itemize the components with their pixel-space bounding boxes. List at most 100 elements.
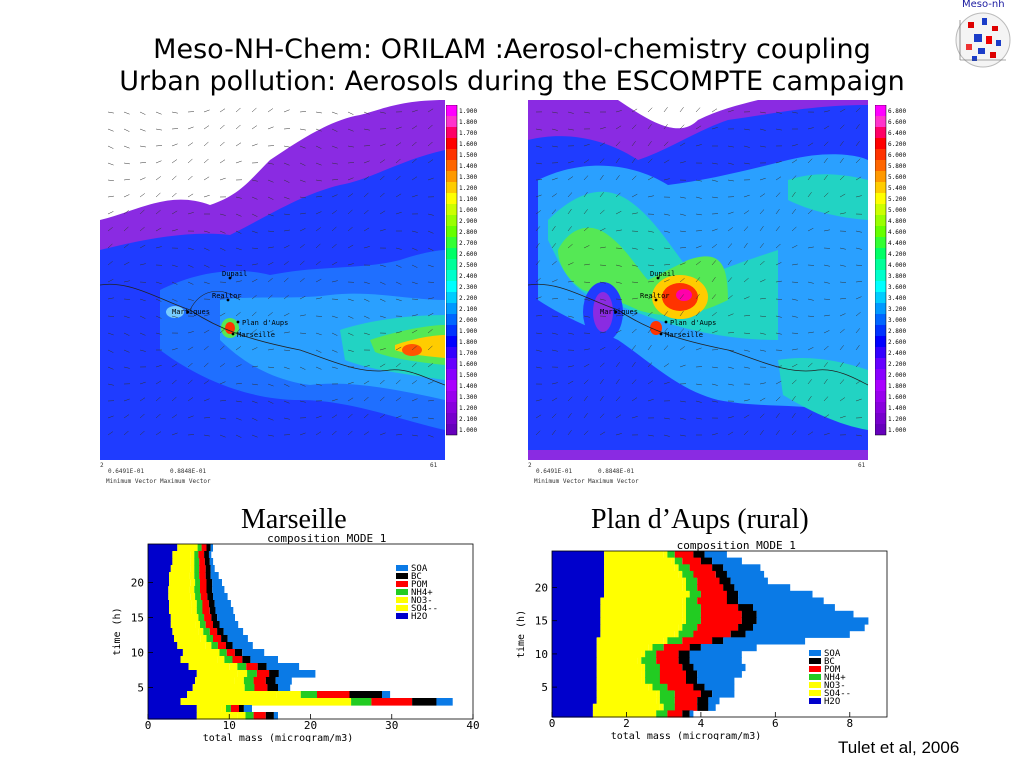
wind-arrow <box>219 177 226 181</box>
colorbar-swatch <box>875 402 886 413</box>
wind-arrow <box>267 230 275 232</box>
wind-arrow <box>663 247 671 249</box>
wind-arrow <box>107 431 114 436</box>
colorbar-label: 2.400 <box>888 350 906 357</box>
x-tick-label: 30 <box>385 719 398 732</box>
wind-arrow <box>411 417 419 419</box>
legend-swatch <box>396 597 408 603</box>
bar-segment <box>659 697 675 705</box>
bar-segment <box>708 703 716 711</box>
wind-arrow <box>251 417 258 421</box>
composition-chart-marseille: 0 10 20 30 40 5 10 15 20 composition MODE 1 total … <box>112 532 480 742</box>
wind-arrow <box>331 145 338 149</box>
legend-label: NH4+ <box>824 673 846 683</box>
bar-segment <box>250 656 278 664</box>
wind-arrow <box>219 213 226 216</box>
wind-arrow <box>283 400 290 404</box>
wind-arrow <box>615 433 622 436</box>
wind-arrow <box>679 230 686 233</box>
wind-arrow <box>599 174 604 181</box>
bar-segment <box>213 649 220 657</box>
wind-arrow <box>631 397 638 402</box>
wind-arrow <box>379 432 386 436</box>
wind-arrow <box>331 243 337 249</box>
wind-arrow <box>679 364 686 368</box>
wind-arrow <box>155 281 162 285</box>
x-tick-label: 20 <box>304 719 317 732</box>
colorbar-swatch <box>875 292 886 303</box>
wind-arrow <box>807 379 812 385</box>
bar-segment <box>276 691 301 699</box>
colorbar-label: 3.200 <box>888 306 906 313</box>
bar-segment <box>686 597 698 605</box>
wind-arrow <box>251 295 257 300</box>
wind-arrow <box>107 332 114 336</box>
wind-arrow <box>315 366 322 370</box>
bar-segment <box>257 663 267 671</box>
wind-arrow <box>855 380 861 385</box>
wind-arrow <box>203 125 210 130</box>
wind-arrow <box>791 413 796 419</box>
wind-arrow <box>123 162 130 165</box>
bar-segment <box>371 698 412 706</box>
bar-segment <box>689 710 694 718</box>
wind-arrow <box>203 434 210 437</box>
slide-title-line2: Urban pollution: Aerosols during the ESC… <box>119 66 905 97</box>
wind-arrow <box>331 194 338 198</box>
wind-arrow <box>743 226 749 232</box>
bar-segment <box>671 557 675 565</box>
wind-arrow <box>283 245 290 249</box>
colorbar-left: 1.900 1.800 1.700 1.600 1.500 1.400 1.300 1.200… <box>446 105 477 436</box>
bar-segment <box>196 712 238 720</box>
wind-arrow <box>187 346 194 351</box>
wind-arrow <box>331 414 338 419</box>
bar-segment <box>704 683 735 691</box>
colorbar-label: 5.000 <box>888 207 906 214</box>
wind-arrow <box>663 434 670 437</box>
wind-arrow <box>663 363 670 368</box>
wind-arrow <box>679 278 685 283</box>
wind-arrow <box>535 242 540 249</box>
wind-arrow <box>567 208 572 215</box>
wind-arrow <box>599 431 606 436</box>
wind-arrow <box>855 264 863 267</box>
legend-label: BC <box>824 657 835 667</box>
bar-segment <box>192 684 235 692</box>
bar-segment <box>170 565 191 573</box>
wind-arrow <box>759 260 765 266</box>
wind-arrow <box>139 193 145 198</box>
bar-segment <box>596 670 642 678</box>
wind-arrow <box>107 211 114 215</box>
legend-swatch <box>809 682 821 688</box>
wind-arrow <box>395 247 402 250</box>
bar-segment <box>697 677 735 685</box>
bar-segment <box>682 637 713 645</box>
wind-arrow <box>187 379 193 385</box>
wind-arrow <box>791 281 799 283</box>
bar-segment <box>213 621 220 629</box>
bar-segment <box>217 628 224 636</box>
bar-segment <box>689 657 742 665</box>
wind-arrow <box>347 298 354 302</box>
wind-arrow <box>107 315 115 317</box>
wind-arrow <box>395 331 402 334</box>
wind-arrow <box>823 396 829 402</box>
wind-arrow <box>155 364 162 368</box>
wind-arrow <box>123 349 130 353</box>
wind-arrow <box>187 281 194 285</box>
wind-arrow <box>235 400 242 403</box>
bar-segment <box>310 698 352 706</box>
wind-arrow <box>331 162 338 165</box>
bar-segment <box>300 691 318 699</box>
corner-right: 61 <box>858 462 866 469</box>
wind-arrow <box>107 128 114 132</box>
wind-arrow <box>171 298 178 302</box>
wind-arrow <box>283 261 289 266</box>
wind-arrow <box>219 247 226 251</box>
wind-arrow <box>219 108 226 113</box>
colorbar-label: 6.600 <box>888 119 906 126</box>
wind-arrow <box>347 128 354 132</box>
wind-arrow <box>219 417 226 420</box>
wind-arrow <box>807 142 814 147</box>
wind-arrow <box>823 345 829 351</box>
